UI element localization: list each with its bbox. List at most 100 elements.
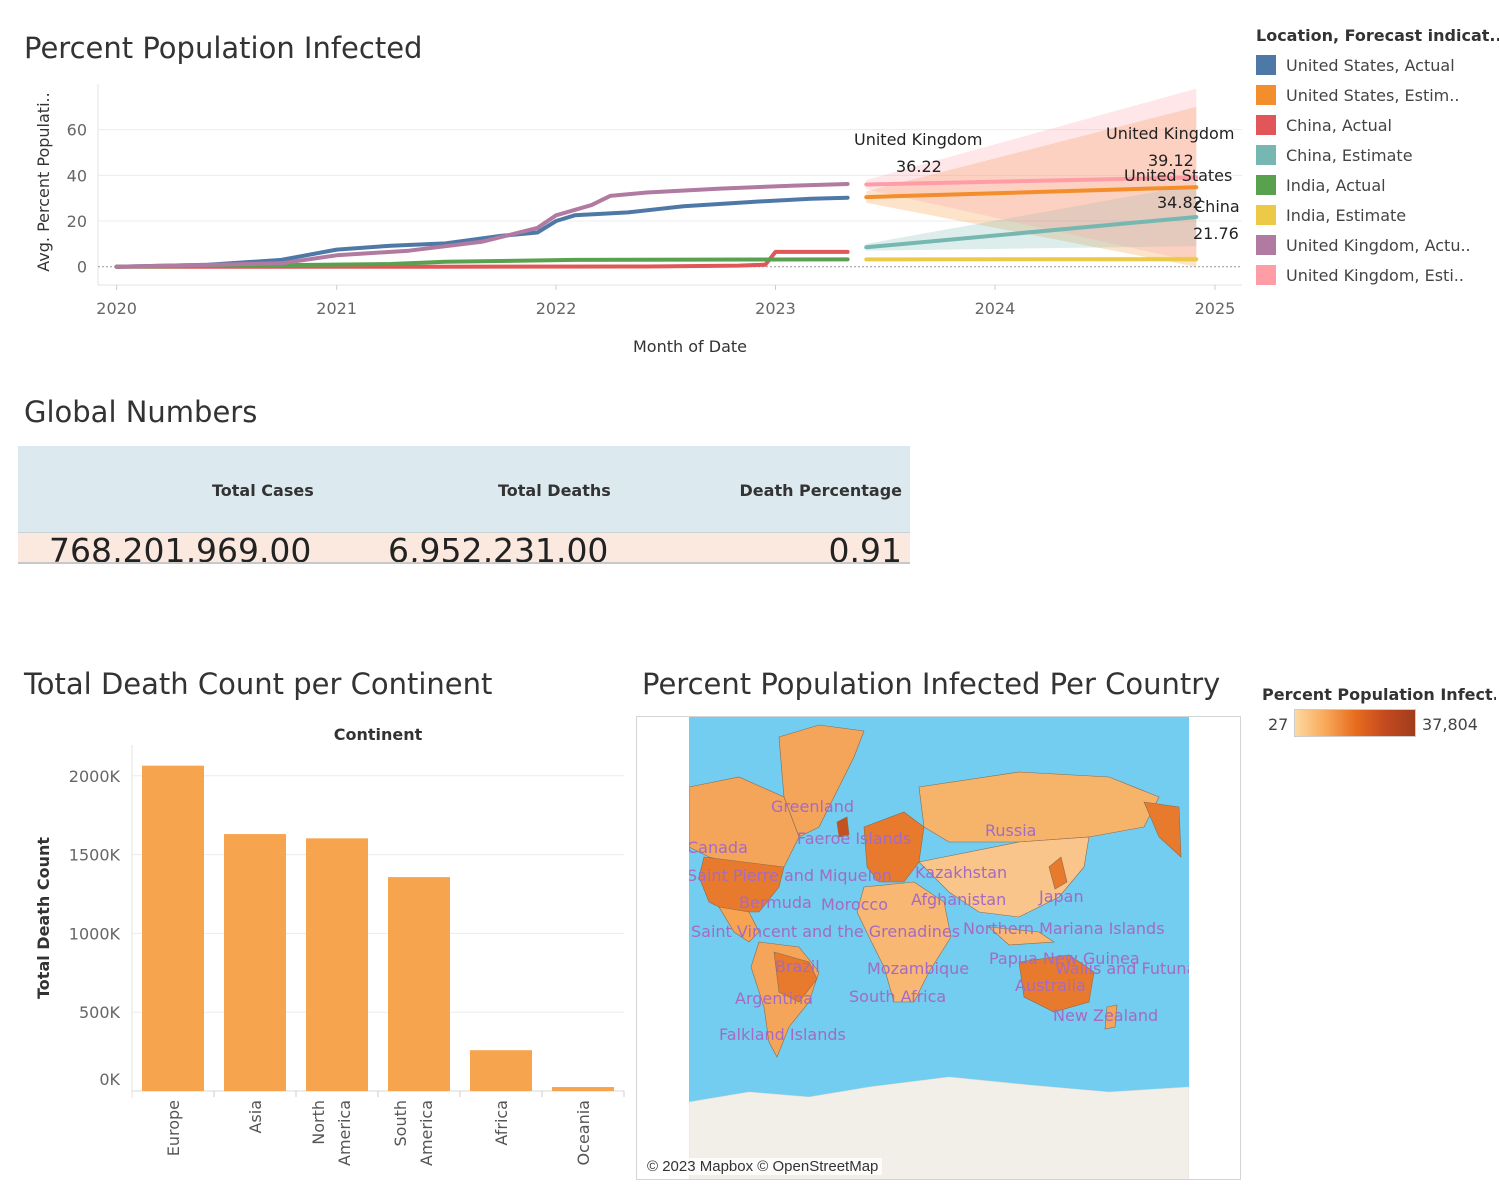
annotation-name: United Kingdom (1106, 124, 1234, 143)
map-country-russia (918, 771, 1160, 843)
x-tick-label: 2020 (96, 299, 137, 318)
map-country-label: Faeroe Islands (797, 829, 912, 848)
map-country-label: Afghanistan (911, 890, 1007, 909)
bar-category-label: North (309, 1100, 328, 1145)
table-row: 768,201,969.00 6,952,231.00 0.91 (18, 533, 910, 564)
bar-category-label: America (335, 1100, 354, 1166)
line-legend: Location, Forecast indicat.. United Stat… (1256, 26, 1499, 290)
legend-swatch (1256, 175, 1276, 195)
value-total-deaths: 6,952,231.00 (388, 533, 609, 564)
bar-category-label: Oceania (574, 1100, 593, 1165)
bar (552, 1087, 614, 1091)
header-total-cases: Total Cases (212, 481, 314, 500)
map-country-asia (918, 836, 1090, 918)
table-header-row: Total Cases Total Deaths Death Percentag… (18, 446, 910, 533)
legend-swatch (1256, 145, 1276, 165)
legend-swatch (1256, 55, 1276, 75)
y-tick-label: 0 (77, 258, 87, 277)
map-country-label: Saint Pierre and Miquelon (689, 866, 892, 885)
map-country-label: Australia (1015, 976, 1086, 995)
map-country-label: Saint Vincent and the Grenadines (691, 922, 961, 941)
map-country-indonesia (988, 926, 1055, 946)
legend-item[interactable]: United Kingdom, Esti.. (1256, 260, 1496, 290)
bar (224, 834, 286, 1091)
line-legend-title: Location, Forecast indicat.. (1256, 26, 1499, 45)
annotation-name: United Kingdom (854, 130, 982, 149)
map-country-label: Greenland (771, 797, 854, 816)
map-country-label: New Zealand (1053, 1006, 1159, 1025)
map-country-label: Japan (1039, 887, 1084, 906)
map-country-label: Mozambique (867, 959, 970, 978)
map-country-uk (836, 816, 850, 838)
legend-label: United States, Estim.. (1286, 85, 1460, 105)
world-map[interactable]: Greenland Faeroe Islands Russia Canada Saint… (689, 717, 1189, 1179)
map-title: Percent Population Infected Per Country (642, 667, 1221, 701)
legend-label: United Kingdom, Esti.. (1286, 265, 1464, 285)
bar-y-axis-label: Total Death Count (34, 837, 53, 999)
annotation-value: 39.12 (1148, 151, 1194, 170)
x-tick-label: 2025 (1195, 299, 1236, 318)
value-death-percentage: 0.91 (828, 533, 902, 564)
bar-y-tick-label: 2000K (69, 767, 121, 786)
x-tick-label: 2022 (536, 299, 577, 318)
map-country-label: Falkland Islands (719, 1025, 846, 1044)
global-numbers-title: Global Numbers (24, 395, 258, 429)
y-tick-label: 20 (67, 212, 87, 231)
legend-label: United Kingdom, Actu.. (1286, 235, 1471, 255)
legend-swatch (1256, 205, 1276, 225)
bar-chart: Continent 0K 500K 1000K 1500K 2000K Total Deat… (34, 725, 625, 1166)
map-country-africa (856, 881, 952, 1003)
annotation-value: 36.22 (896, 157, 942, 176)
bar (470, 1050, 532, 1091)
legend-label: United States, Actual (1286, 55, 1455, 75)
legend-item[interactable]: United Kingdom, Actu.. (1256, 230, 1496, 260)
map-frame[interactable]: Greenland Faeroe Islands Russia Canada Saint… (636, 716, 1241, 1180)
map-country-label: Papua New Guinea (989, 949, 1140, 968)
bar-column-header: Continent (334, 725, 423, 744)
legend-item[interactable]: China, Actual (1256, 110, 1496, 140)
map-country-label: Morocco (821, 895, 888, 914)
map-country-brazil (773, 951, 818, 1003)
legend-label: China, Estimate (1286, 145, 1413, 165)
series-line (114, 195, 850, 269)
map-country-japan (1048, 856, 1068, 890)
bar (306, 838, 368, 1091)
annotation-value: 34.82 (1157, 193, 1203, 212)
forecast-band (866, 88, 1197, 263)
legend-swatch (1256, 115, 1276, 135)
series-line (864, 215, 1199, 250)
line-chart-title: Percent Population Infected (24, 31, 423, 65)
map-country-label: Canada (689, 838, 748, 857)
bar-y-tick-label: 500K (79, 1003, 121, 1022)
annotation-name: China (1194, 197, 1240, 216)
legend-item[interactable]: United States, Actual (1256, 50, 1496, 80)
map-country-mexico (718, 906, 760, 943)
map-country-label: Northern Mariana Islands (963, 919, 1165, 938)
map-antarctica (689, 1076, 1189, 1179)
x-axis-label: Month of Date (633, 337, 747, 356)
series-line (864, 185, 1199, 200)
legend-item[interactable]: India, Estimate (1256, 200, 1496, 230)
map-legend-max: 37,804 (1422, 715, 1478, 734)
global-numbers-table: Total Cases Total Deaths Death Percentag… (18, 446, 910, 564)
header-death-percentage: Death Percentage (739, 481, 902, 500)
legend-item[interactable]: United States, Estim.. (1256, 80, 1496, 110)
legend-swatch (1256, 235, 1276, 255)
map-country-label: Russia (985, 821, 1037, 840)
map-country-label: Argentina (735, 989, 814, 1008)
series-line (114, 182, 850, 269)
y-tick-label: 60 (67, 121, 87, 140)
forecast-band (866, 106, 1197, 267)
map-country-australia (1018, 954, 1095, 1013)
map-country-europe (863, 811, 925, 883)
bar-category-label: Europe (164, 1100, 183, 1156)
forecast-band (866, 184, 1197, 251)
x-tick-label: 2021 (316, 299, 357, 318)
line-chart: 0 20 40 60 2020 2021 2022 2023 2024 2025 Month of … (34, 84, 1242, 356)
legend-item[interactable]: India, Actual (1256, 170, 1496, 200)
map-country-label: Kazakhstan (915, 863, 1008, 882)
map-country-label: South Africa (849, 987, 947, 1006)
bar (388, 877, 450, 1091)
y-axis-label: Avg. Percent Populati.. (34, 92, 53, 271)
legend-item[interactable]: China, Estimate (1256, 140, 1496, 170)
